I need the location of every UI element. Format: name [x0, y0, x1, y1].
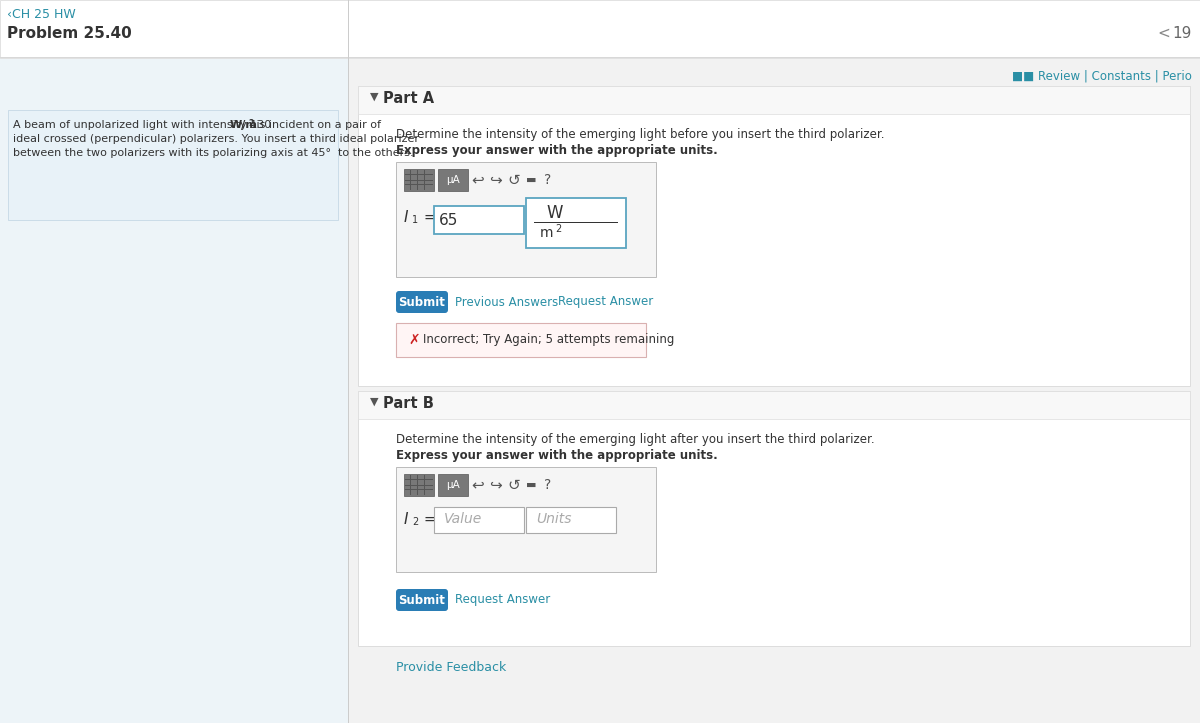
Text: ▬: ▬ — [526, 175, 536, 185]
Text: 1: 1 — [412, 215, 418, 225]
Text: Units: Units — [536, 512, 571, 526]
Text: 19: 19 — [1172, 26, 1192, 41]
Bar — [526, 198, 626, 248]
Text: ?: ? — [545, 173, 552, 187]
FancyBboxPatch shape — [396, 291, 448, 313]
Text: 65: 65 — [439, 213, 458, 228]
Text: m: m — [540, 226, 553, 240]
FancyBboxPatch shape — [396, 589, 448, 611]
Bar — [0, 58, 348, 723]
Text: between the two polarizers with its polarizing axis at 45°  to the others.: between the two polarizers with its pola… — [13, 148, 414, 158]
Text: μA: μA — [446, 480, 460, 490]
Text: A beam of unpolarized light with intensity 130: A beam of unpolarized light with intensi… — [13, 120, 275, 130]
Text: Part B: Part B — [383, 396, 434, 411]
Text: ↩: ↩ — [472, 173, 485, 187]
Text: I: I — [404, 210, 408, 225]
Bar — [438, 169, 468, 191]
Text: ✗: ✗ — [408, 333, 420, 347]
Text: =: = — [419, 511, 437, 526]
Text: ↺: ↺ — [508, 477, 521, 492]
Text: ↩: ↩ — [472, 477, 485, 492]
Text: <: < — [1157, 26, 1170, 41]
Text: ‹CH 25 HW: ‹CH 25 HW — [7, 8, 76, 21]
Text: W/m: W/m — [230, 120, 258, 130]
Bar — [434, 206, 524, 234]
Bar — [404, 169, 434, 191]
Bar — [534, 222, 618, 223]
Text: Incorrect; Try Again; 5 attempts remaining: Incorrect; Try Again; 5 attempts remaini… — [424, 333, 674, 346]
Text: 2: 2 — [248, 119, 253, 128]
Text: Request Answer: Request Answer — [558, 296, 653, 309]
Text: ▼: ▼ — [370, 397, 378, 407]
Text: Submit: Submit — [398, 296, 445, 309]
Bar — [358, 86, 1190, 114]
Text: μA: μA — [446, 175, 460, 185]
Text: 2: 2 — [554, 224, 562, 234]
Bar — [348, 58, 1200, 723]
Bar — [358, 391, 1190, 646]
Bar — [0, 57, 1200, 58]
Text: Express your answer with the appropriate units.: Express your answer with the appropriate… — [396, 449, 718, 462]
Text: Determine the intensity of the emerging light before you insert the third polari: Determine the intensity of the emerging … — [396, 128, 884, 141]
Text: Determine the intensity of the emerging light after you insert the third polariz: Determine the intensity of the emerging … — [396, 433, 875, 446]
Text: Problem 25.40: Problem 25.40 — [7, 26, 132, 41]
Bar — [396, 162, 656, 277]
Bar — [396, 467, 656, 572]
Bar — [358, 391, 1190, 419]
Bar — [526, 507, 616, 533]
Text: W: W — [546, 204, 563, 222]
Text: Part A: Part A — [383, 91, 434, 106]
Text: ↪: ↪ — [490, 173, 503, 187]
Bar — [434, 507, 524, 533]
Text: Request Answer: Request Answer — [455, 594, 551, 607]
Bar — [396, 323, 646, 357]
Text: ■■ Review | Constants | Perio: ■■ Review | Constants | Perio — [1012, 70, 1192, 83]
Bar — [358, 86, 1190, 386]
Bar — [404, 474, 434, 496]
Text: ▼: ▼ — [370, 92, 378, 102]
Bar — [438, 474, 468, 496]
Text: is incident on a pair of: is incident on a pair of — [253, 120, 382, 130]
Text: Value: Value — [444, 512, 482, 526]
Text: ▬: ▬ — [526, 480, 536, 490]
Text: Express your answer with the appropriate units.: Express your answer with the appropriate… — [396, 144, 718, 157]
Text: ↺: ↺ — [508, 173, 521, 187]
Bar — [0, 0, 1200, 58]
Text: Previous Answers: Previous Answers — [455, 296, 558, 309]
Text: ↪: ↪ — [490, 477, 503, 492]
Bar — [8, 110, 338, 220]
Text: ideal crossed (perpendicular) polarizers. You insert a third ideal polarizer: ideal crossed (perpendicular) polarizers… — [13, 134, 419, 144]
Text: I: I — [404, 511, 408, 526]
Text: Submit: Submit — [398, 594, 445, 607]
Bar — [358, 391, 1190, 646]
Text: 2: 2 — [412, 517, 419, 527]
Text: Provide Feedback: Provide Feedback — [396, 661, 506, 674]
Text: ?: ? — [545, 478, 552, 492]
Text: =: = — [419, 210, 437, 225]
